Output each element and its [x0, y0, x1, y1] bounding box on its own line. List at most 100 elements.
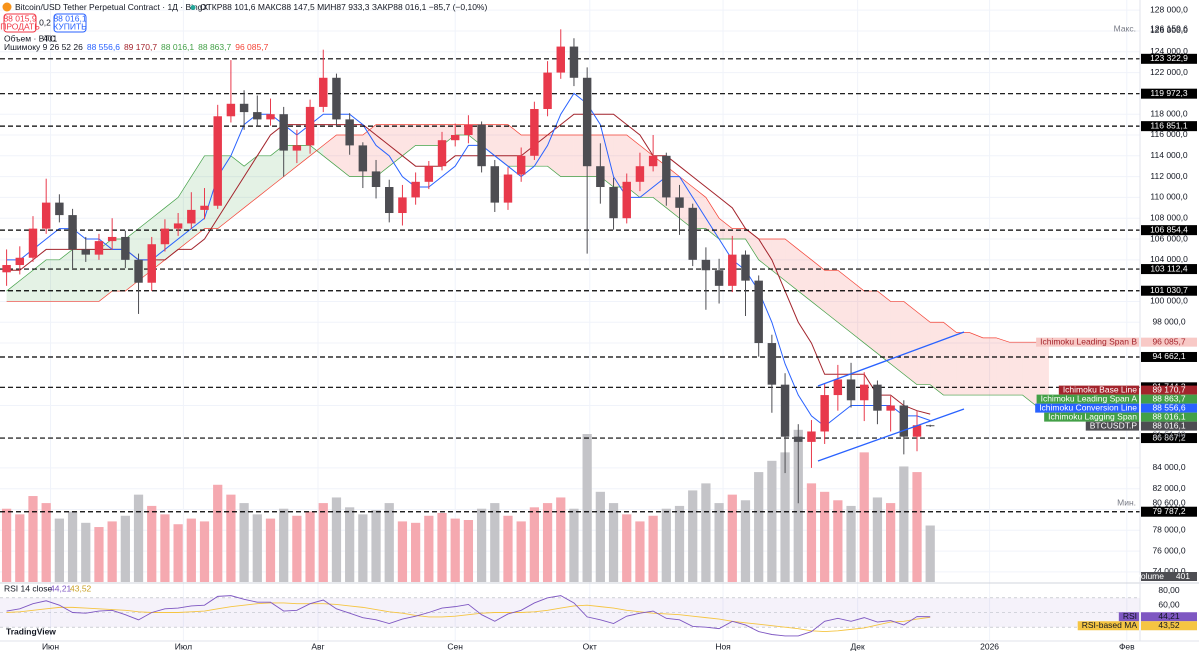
cloud-fill: [270, 145, 284, 188]
badge-value: 96 085,7: [1152, 336, 1185, 346]
candle-body: [794, 436, 803, 442]
volume-bar: [490, 503, 500, 582]
volume-bar: [411, 522, 421, 582]
badge-name-bg[interactable]: [1085, 421, 1139, 431]
volume-bar: [437, 512, 447, 582]
volume-bar: [714, 503, 724, 582]
cloud-fill: [1022, 342, 1036, 406]
volume-bar: [806, 483, 817, 582]
level-label: 119 972,3: [1150, 88, 1187, 98]
rsi-badge-value: 43,52: [1158, 620, 1180, 630]
rsi-badge-value: 44,21: [1158, 611, 1180, 621]
volume-bar: [424, 515, 434, 582]
badge-name-bg[interactable]: [1058, 385, 1139, 395]
ichimoku-legend-value: 96 085,7: [235, 42, 268, 52]
trend-line[interactable]: [817, 408, 965, 462]
level-label-bg: [1141, 264, 1197, 275]
buy-label[interactable]: КУПИТЬ: [53, 21, 87, 31]
candle-body: [173, 223, 183, 229]
candle-body: [609, 187, 618, 219]
rsi-legend-ma: 43,52: [70, 583, 92, 593]
badge-name-bg[interactable]: [1036, 394, 1139, 404]
candle-body: [411, 181, 420, 198]
rsi-badge-bg: [1141, 621, 1197, 631]
candle-body: [648, 155, 658, 167]
volume-bar: [833, 500, 843, 582]
candle-body: [714, 270, 724, 286]
x-tick-label: Июн: [42, 641, 59, 651]
volume-bar: [740, 500, 751, 582]
candle-body: [41, 202, 51, 229]
candle-body: [55, 202, 64, 216]
badge-name-bg[interactable]: [1035, 403, 1139, 413]
candle-body: [292, 145, 302, 151]
volume-bar: [54, 518, 64, 582]
candle-body: [807, 431, 816, 442]
level-label-bg: [1141, 506, 1197, 517]
cloud-fill: [257, 155, 271, 198]
volume-bar: [820, 491, 830, 582]
level-label: 116 851,1: [1150, 120, 1187, 130]
volume-bar: [279, 508, 289, 582]
y-tick-label: 98 000,0: [1152, 316, 1185, 326]
candle-body: [833, 379, 843, 396]
buy-button[interactable]: [53, 13, 87, 33]
symbol-title[interactable]: Bitcoin/USD Tether Perpetual Contract · …: [15, 2, 208, 12]
trend-line[interactable]: [817, 331, 965, 387]
rsi-legend: RSI 14 close: [4, 583, 52, 593]
volume-bar: [516, 521, 526, 582]
candle-body: [530, 108, 539, 156]
buy-price[interactable]: 88 016,1: [53, 13, 86, 23]
y-tick-label: 106 000,0: [1150, 233, 1188, 243]
logo: TradingView: [6, 626, 56, 636]
candle-body: [780, 384, 790, 437]
candle-body: [582, 77, 592, 167]
volume-bar: [476, 508, 487, 582]
volume-bar: [661, 508, 671, 582]
badge-value: 89 170,7: [1152, 384, 1185, 394]
level-label-bg: [1141, 285, 1197, 296]
candle-body: [107, 236, 117, 242]
cloud-fill: [930, 322, 944, 396]
candle-body: [371, 171, 381, 188]
badge-name: Ichimoku Leading Span A: [1041, 393, 1138, 403]
candle-body: [741, 254, 750, 281]
cloud-fill: [46, 259, 60, 302]
candle-body: [556, 46, 565, 73]
volume-bar: [648, 515, 658, 582]
sell-price[interactable]: 88 015,9: [3, 13, 36, 23]
cloud-fill: [903, 301, 918, 385]
y-tick-label: 108 000,0: [1150, 212, 1188, 222]
cloud-fill: [798, 249, 812, 302]
cloud-fill: [85, 249, 99, 302]
level-label: 103 112,4: [1150, 263, 1187, 273]
volume-bar: [569, 508, 579, 582]
rsi-badge-name: RSI: [1123, 611, 1137, 621]
y-tick-label: 124 000,0: [1150, 46, 1188, 56]
y-tick-label: 74 000,0: [1152, 566, 1185, 576]
sell-button[interactable]: [3, 13, 37, 33]
badge-name-bg[interactable]: [1036, 337, 1139, 347]
header: Bitcoin/USD Tether Perpetual Contract · …: [0, 2, 487, 637]
ohlc: ОТКР88 101,6 МАКС88 147,5 МИН87 933,3 ЗА…: [200, 2, 487, 12]
badge-value-bg: [1141, 412, 1197, 422]
level-label-bg: [1141, 53, 1197, 64]
candle-body: [860, 384, 869, 401]
volume-bar: [688, 490, 698, 582]
sell-label[interactable]: ПРОДАТЬ: [0, 21, 40, 31]
candle-body: [569, 46, 579, 78]
cloud-fill: [917, 311, 931, 385]
volume-bar: [133, 494, 144, 582]
x-tick-label: Окт: [583, 641, 597, 651]
volume-bar: [925, 525, 935, 582]
badge-name-bg[interactable]: [1044, 412, 1139, 422]
candle-body: [94, 241, 104, 255]
volume-badge: Volume: [1136, 571, 1165, 581]
candle-body: [543, 72, 552, 109]
rsi-badge-name-bg: [1118, 612, 1139, 622]
candle-body: [477, 124, 486, 167]
rsi-tick-label: 80,00: [1158, 585, 1180, 595]
candle-body: [226, 103, 236, 117]
cloud-fill: [283, 145, 297, 177]
